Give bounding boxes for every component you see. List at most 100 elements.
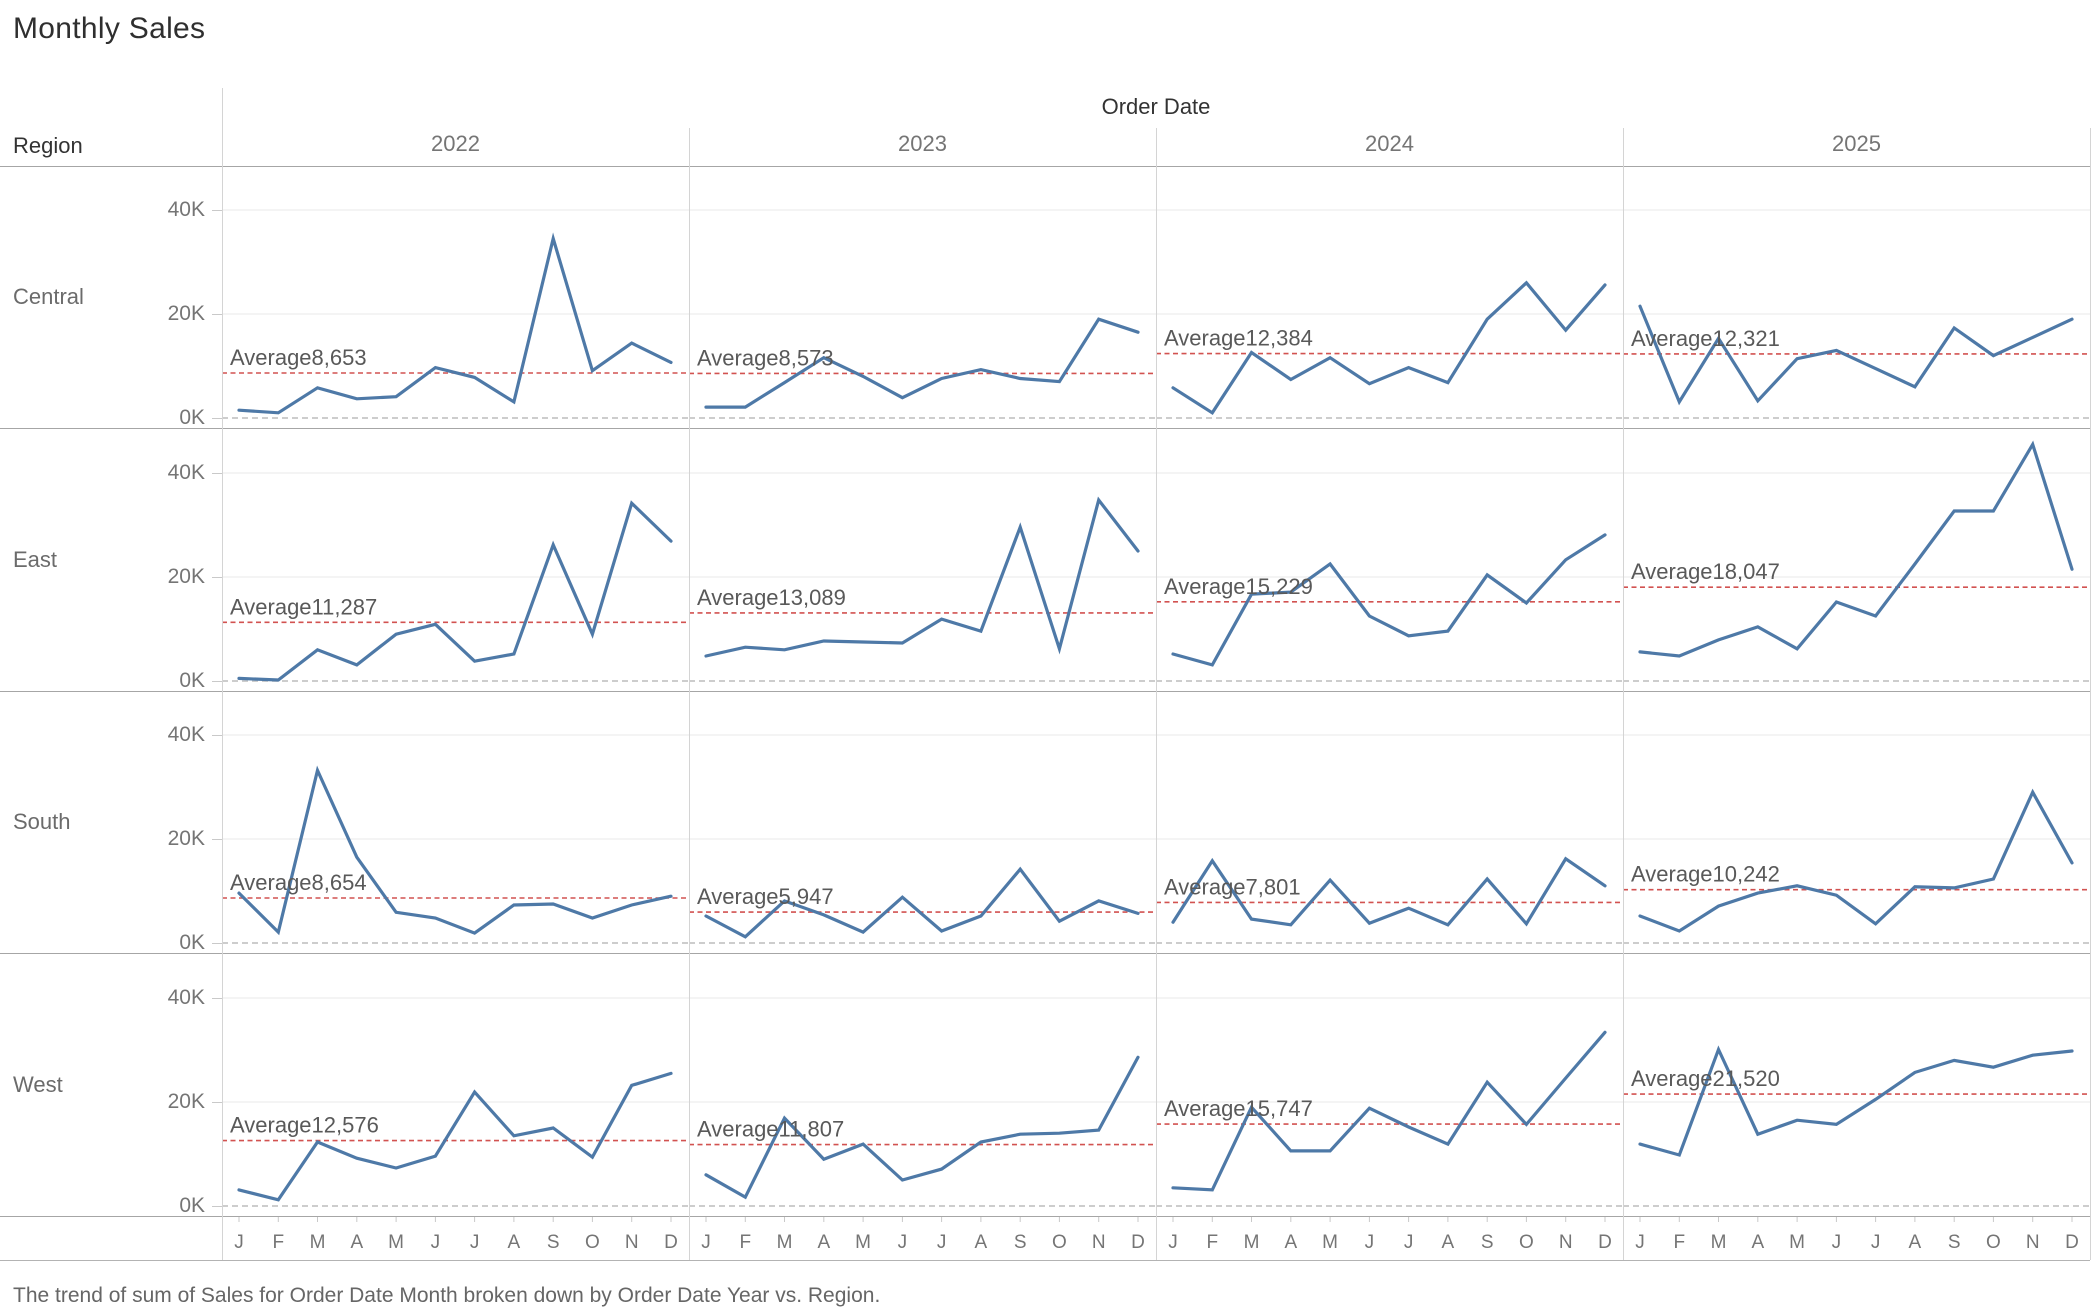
year-header-2024[interactable]: 2024 bbox=[1365, 131, 1414, 156]
month-label: D bbox=[1131, 1232, 1145, 1253]
chart-cell-south-2022[interactable]: Average8,654 bbox=[222, 691, 689, 953]
cell-plot[interactable]: Average11,807 bbox=[689, 954, 1156, 1216]
cell-plot[interactable]: Average15,747 bbox=[1156, 954, 1623, 1216]
sales-line[interactable] bbox=[1171, 1030, 1607, 1192]
v-border bbox=[1623, 128, 1624, 1260]
h-border bbox=[0, 953, 2090, 954]
region-header-south[interactable]: South bbox=[13, 809, 71, 834]
month-label: J bbox=[701, 1232, 711, 1253]
sales-line[interactable] bbox=[237, 765, 673, 936]
y-tick-label: 40K bbox=[167, 723, 205, 746]
year-header-2022[interactable]: 2022 bbox=[431, 131, 480, 156]
cell-plot[interactable]: Average18,047 bbox=[1623, 429, 2090, 691]
sales-line[interactable] bbox=[1638, 1045, 2074, 1157]
month-label: A bbox=[1442, 1232, 1455, 1253]
y-tick-label: 0K bbox=[179, 931, 205, 954]
cell-plot[interactable]: Average13,089 bbox=[689, 429, 1156, 691]
average-label: Average12,321 bbox=[1631, 326, 1780, 351]
month-label: M bbox=[1322, 1232, 1338, 1253]
year-header-2025[interactable]: 2025 bbox=[1832, 131, 1881, 156]
cell-plot[interactable]: Average8,654 bbox=[222, 691, 689, 953]
sales-line[interactable] bbox=[237, 232, 673, 415]
y-tick-label: 40K bbox=[167, 198, 205, 221]
month-label: A bbox=[975, 1232, 988, 1253]
y-tick-mark bbox=[212, 210, 222, 211]
month-label: M bbox=[1244, 1232, 1260, 1253]
region-header-west[interactable]: West bbox=[13, 1072, 63, 1097]
chart-cell-east-2022[interactable]: Average11,287 bbox=[222, 429, 689, 691]
cell-plot[interactable]: Average5,947 bbox=[689, 691, 1156, 953]
y-tick-label: 40K bbox=[167, 986, 205, 1009]
sales-line[interactable] bbox=[704, 317, 1140, 409]
y-tick-mark bbox=[212, 473, 222, 474]
chart-cell-west-2025[interactable]: Average21,520 bbox=[1623, 954, 2090, 1216]
sales-line[interactable] bbox=[1638, 788, 2074, 933]
month-label: S bbox=[1948, 1232, 1961, 1253]
sales-line[interactable] bbox=[1171, 280, 1607, 416]
cell-plot[interactable]: Average12,321 bbox=[1623, 166, 2090, 428]
view-title: Monthly Sales bbox=[13, 12, 206, 45]
cell-plot[interactable]: Average12,384 bbox=[1156, 166, 1623, 428]
sales-line[interactable] bbox=[704, 866, 1140, 939]
month-label: O bbox=[1519, 1232, 1534, 1253]
cell-plot[interactable]: Average15,229 bbox=[1156, 429, 1623, 691]
sales-line[interactable] bbox=[1638, 304, 2074, 406]
month-label: D bbox=[2065, 1232, 2079, 1253]
month-label: J bbox=[470, 1232, 480, 1253]
average-label: Average5,947 bbox=[697, 884, 834, 909]
cell-plot[interactable]: Average11,287 bbox=[222, 429, 689, 691]
sales-line[interactable] bbox=[1171, 533, 1607, 667]
chart-cell-south-2023[interactable]: Average5,947 bbox=[689, 691, 1156, 953]
h-border bbox=[0, 1260, 2090, 1261]
cell-plot[interactable]: Average21,520 bbox=[1623, 954, 2090, 1216]
y-tick-mark bbox=[212, 735, 222, 736]
month-label: M bbox=[855, 1232, 871, 1253]
month-label: N bbox=[625, 1232, 639, 1253]
y-tick-mark bbox=[212, 1102, 222, 1103]
cell-plot[interactable]: Average12,576 bbox=[222, 954, 689, 1216]
y-tick-label: 0K bbox=[179, 669, 205, 692]
chart-cell-west-2024[interactable]: Average15,747 bbox=[1156, 954, 1623, 1216]
chart-cell-south-2024[interactable]: Average7,801 bbox=[1156, 691, 1623, 953]
chart-cell-central-2025[interactable]: Average12,321 bbox=[1623, 166, 2090, 428]
sales-line[interactable] bbox=[704, 1055, 1140, 1200]
month-label: O bbox=[1986, 1232, 2001, 1253]
h-border bbox=[0, 428, 2090, 429]
y-tick-mark bbox=[212, 998, 222, 999]
month-label: O bbox=[1052, 1232, 1067, 1253]
average-label: Average7,801 bbox=[1164, 874, 1301, 899]
chart-cell-west-2022[interactable]: Average12,576 bbox=[222, 954, 689, 1216]
chart-cell-west-2023[interactable]: Average11,807 bbox=[689, 954, 1156, 1216]
y-tick-mark bbox=[212, 681, 222, 682]
year-header-2023[interactable]: 2023 bbox=[898, 131, 947, 156]
sales-line[interactable] bbox=[237, 1071, 673, 1202]
cell-plot[interactable]: Average7,801 bbox=[1156, 691, 1623, 953]
chart-cell-south-2025[interactable]: Average10,242 bbox=[1623, 691, 2090, 953]
chart-cell-east-2023[interactable]: Average13,089 bbox=[689, 429, 1156, 691]
month-label: N bbox=[1559, 1232, 1573, 1253]
cell-plot[interactable]: Average8,573 bbox=[689, 166, 1156, 428]
chart-cell-central-2024[interactable]: Average12,384 bbox=[1156, 166, 1623, 428]
sales-line[interactable] bbox=[1638, 440, 2074, 658]
month-label: F bbox=[739, 1232, 751, 1253]
average-label: Average11,807 bbox=[697, 1117, 844, 1142]
sales-line[interactable] bbox=[1171, 856, 1607, 927]
chart-cell-central-2023[interactable]: Average8,573 bbox=[689, 166, 1156, 428]
region-header-east[interactable]: East bbox=[13, 547, 58, 572]
chart-cell-central-2022[interactable]: Average8,653 bbox=[222, 166, 689, 428]
chart-cell-east-2024[interactable]: Average15,229 bbox=[1156, 429, 1623, 691]
month-label: S bbox=[1481, 1232, 1494, 1253]
average-label: Average8,653 bbox=[230, 345, 367, 370]
cell-plot[interactable]: Average10,242 bbox=[1623, 691, 2090, 953]
month-label: F bbox=[1673, 1232, 1685, 1253]
region-header-central[interactable]: Central bbox=[13, 284, 84, 309]
cell-plot[interactable]: Average8,653 bbox=[222, 166, 689, 428]
month-label: J bbox=[1871, 1232, 1881, 1253]
column-field-label: Order Date bbox=[1101, 94, 1211, 119]
sales-line[interactable] bbox=[237, 500, 673, 682]
sales-line[interactable] bbox=[704, 496, 1140, 658]
chart-cell-east-2025[interactable]: Average18,047 bbox=[1623, 429, 2090, 691]
